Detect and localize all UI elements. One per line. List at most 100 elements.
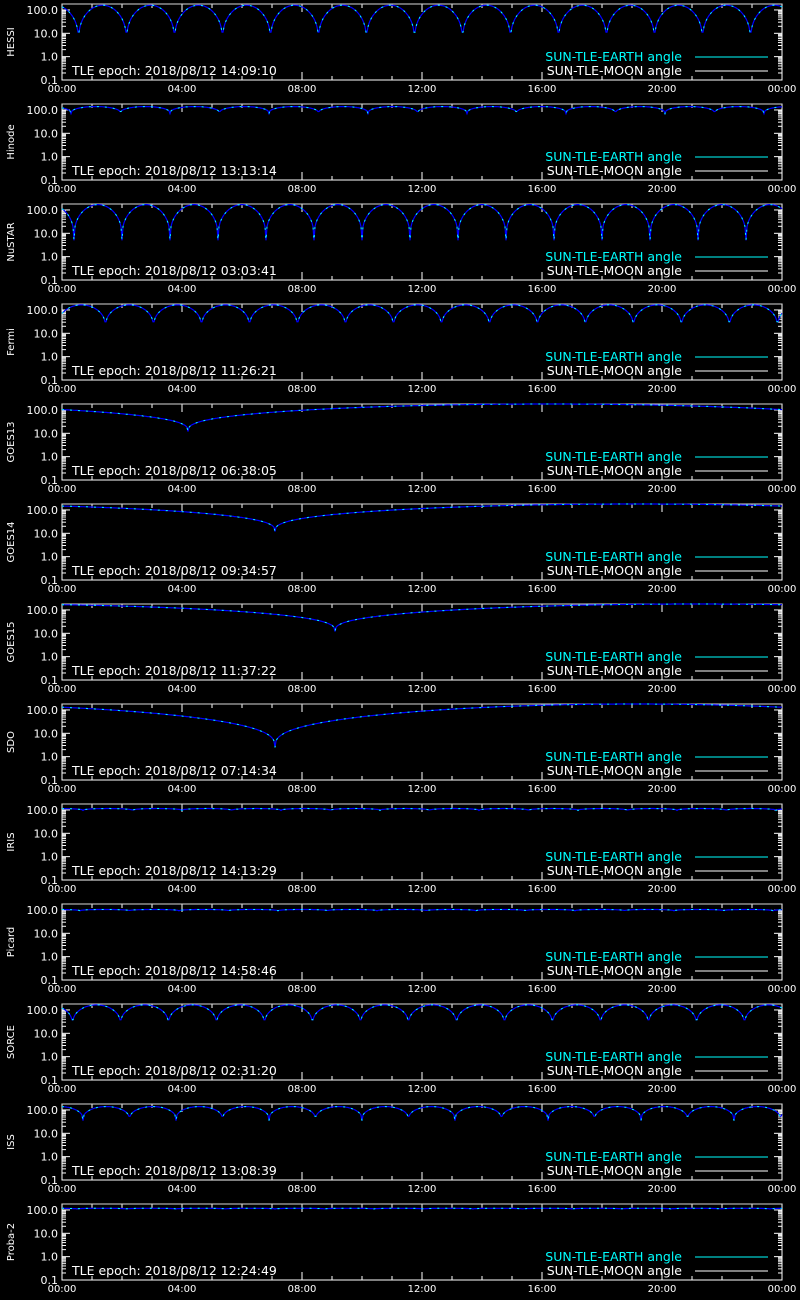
legend-moon-label: SUN-TLE-MOON angle — [547, 663, 683, 678]
y-tick-label: 10.0 — [34, 427, 59, 440]
y-tick-label: 10.0 — [34, 1127, 59, 1140]
y-tick-label: 0.1 — [41, 674, 59, 687]
earth-angle-series-GOES14 — [61, 503, 782, 532]
x-tick-label: 20:00 — [648, 484, 677, 495]
y-tick-label: 1.0 — [41, 951, 59, 964]
earth-angle-series-GOES15 — [62, 603, 782, 632]
x-tick-label: 00:00 — [768, 584, 797, 595]
x-tick-label: 12:00 — [408, 1084, 437, 1095]
legend-earth-label: SUN-TLE-EARTH angle — [545, 449, 682, 464]
tle-epoch-label: TLE epoch: 2018/08/12 13:13:14 — [71, 163, 277, 178]
x-tick-label: 00:00 — [48, 1284, 77, 1295]
y-tick-label: 10.0 — [34, 327, 59, 340]
y-tick-label: 100.0 — [27, 604, 59, 617]
angle-curve-ISS — [61, 1105, 783, 1121]
y-tick-label: 100.0 — [27, 404, 59, 417]
y-tick-label: 10.0 — [34, 227, 59, 240]
x-tick-label: 04:00 — [168, 1184, 197, 1195]
earth-angle-series-Proba-2 — [62, 1207, 782, 1210]
y-tick-label: 100.0 — [27, 704, 59, 717]
x-tick-label: 20:00 — [648, 1184, 677, 1195]
earth-angle-series-HESSI — [61, 4, 783, 33]
tle-epoch-label: TLE epoch: 2018/08/12 11:26:21 — [71, 363, 277, 378]
tle-epoch-label: TLE epoch: 2018/08/12 02:31:20 — [71, 1063, 277, 1078]
y-tick-label: 10.0 — [34, 527, 59, 540]
x-tick-label: 20:00 — [648, 284, 677, 295]
x-tick-label: 04:00 — [168, 984, 197, 995]
y-tick-label: 0.1 — [41, 274, 59, 287]
y-tick-label: 0.1 — [41, 1274, 59, 1287]
x-tick-label: 04:00 — [168, 884, 197, 895]
y-tick-label: 10.0 — [34, 727, 59, 740]
y-tick-label: 100.0 — [27, 1204, 59, 1217]
y-tick-label: 1.0 — [41, 751, 59, 764]
legend-earth-label: SUN-TLE-EARTH angle — [545, 1049, 682, 1064]
x-tick-label: 08:00 — [288, 884, 317, 895]
x-tick-label: 08:00 — [288, 984, 317, 995]
panel-label: GOES14 — [6, 521, 17, 562]
y-tick-label: 1.0 — [41, 551, 59, 564]
x-tick-label: 00:00 — [48, 784, 77, 795]
legend-moon-label: SUN-TLE-MOON angle — [547, 1263, 683, 1278]
earth-angle-series-IRIS — [62, 808, 783, 812]
legend-moon-label: SUN-TLE-MOON angle — [547, 463, 683, 478]
x-tick-label: 08:00 — [288, 1084, 317, 1095]
y-tick-label: 100.0 — [27, 804, 59, 817]
panel-label: GOES13 — [6, 421, 17, 462]
legend-earth-label: SUN-TLE-EARTH angle — [545, 549, 682, 564]
earth-angle-series-Fermi — [61, 304, 783, 323]
legend-earth-label: SUN-TLE-EARTH angle — [545, 49, 682, 64]
y-tick-label: 0.1 — [41, 474, 59, 487]
legend-earth-label: SUN-TLE-EARTH angle — [545, 1149, 682, 1164]
x-tick-label: 00:00 — [768, 884, 797, 895]
x-tick-label: 12:00 — [408, 884, 437, 895]
x-tick-label: 08:00 — [288, 284, 317, 295]
tle-epoch-label: TLE epoch: 2018/08/12 09:34:57 — [71, 563, 277, 578]
legend-moon-label: SUN-TLE-MOON angle — [547, 863, 683, 878]
x-tick-label: 00:00 — [768, 784, 797, 795]
x-tick-label: 20:00 — [648, 1284, 677, 1295]
x-tick-label: 00:00 — [48, 1184, 77, 1195]
x-tick-label: 00:00 — [48, 484, 77, 495]
x-tick-label: 20:00 — [648, 384, 677, 395]
panel-label: NuSTAR — [6, 222, 17, 261]
angle-curve-Hinode — [61, 105, 783, 116]
y-tick-label: 10.0 — [34, 827, 59, 840]
tle-epoch-label: TLE epoch: 2018/08/12 03:03:41 — [71, 263, 277, 278]
panel-label: GOES15 — [6, 621, 17, 662]
y-tick-label: 0.1 — [41, 774, 59, 787]
panel-label: IRIS — [6, 832, 17, 851]
y-tick-label: 100.0 — [27, 904, 59, 917]
y-tick-label: 10.0 — [34, 127, 59, 140]
x-tick-label: 12:00 — [408, 484, 437, 495]
y-tick-label: 100.0 — [27, 204, 59, 217]
x-tick-label: 12:00 — [408, 684, 437, 695]
panel-label: Picard — [6, 927, 17, 958]
x-tick-label: 08:00 — [288, 184, 317, 195]
x-tick-label: 08:00 — [288, 1184, 317, 1195]
x-tick-label: 04:00 — [168, 584, 197, 595]
y-tick-label: 100.0 — [27, 304, 59, 317]
y-tick-label: 1.0 — [41, 1051, 59, 1064]
y-tick-label: 10.0 — [34, 627, 59, 640]
legend-earth-label: SUN-TLE-EARTH angle — [545, 749, 682, 764]
x-tick-label: 00:00 — [768, 1184, 797, 1195]
x-tick-label: 08:00 — [288, 784, 317, 795]
tle-epoch-label: TLE epoch: 2018/08/12 13:08:39 — [71, 1163, 277, 1178]
tle-epoch-label: TLE epoch: 2018/08/12 07:14:34 — [71, 763, 277, 778]
x-tick-label: 00:00 — [768, 484, 797, 495]
tle-epoch-label: TLE epoch: 2018/08/12 14:13:29 — [71, 863, 277, 878]
x-tick-label: 04:00 — [168, 784, 197, 795]
tle-epoch-label: TLE epoch: 2018/08/12 12:24:49 — [71, 1263, 277, 1278]
panel-label: Hinode — [6, 124, 17, 159]
y-tick-label: 100.0 — [27, 1004, 59, 1017]
legend-earth-label: SUN-TLE-EARTH angle — [545, 649, 682, 664]
y-tick-label: 1.0 — [41, 1151, 59, 1164]
tle-epoch-label: TLE epoch: 2018/08/12 14:58:46 — [71, 963, 277, 978]
earth-angle-series-NuSTAR — [61, 204, 783, 241]
x-tick-label: 16:00 — [528, 784, 557, 795]
legend-earth-label: SUN-TLE-EARTH angle — [545, 1249, 682, 1264]
x-tick-label: 16:00 — [528, 1184, 557, 1195]
x-tick-label: 00:00 — [768, 684, 797, 695]
x-tick-label: 20:00 — [648, 884, 677, 895]
